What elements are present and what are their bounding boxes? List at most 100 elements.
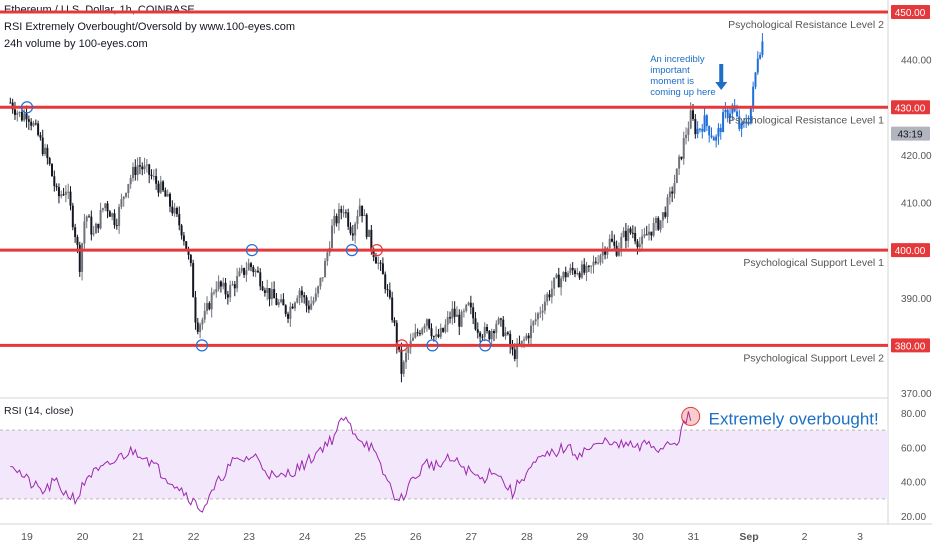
candle-body — [23, 113, 26, 121]
candle — [710, 127, 713, 139]
candle-body — [180, 225, 183, 236]
candle — [446, 311, 449, 333]
candle — [351, 224, 354, 241]
candle — [654, 216, 657, 231]
candle — [511, 339, 514, 356]
candle — [94, 222, 97, 234]
candle-body — [557, 274, 560, 288]
candle — [99, 202, 102, 230]
candle — [175, 206, 178, 218]
candle-body — [136, 165, 139, 175]
candle-body — [349, 226, 352, 234]
candle-body — [259, 272, 262, 287]
candle — [548, 290, 551, 301]
candle-body — [374, 257, 377, 264]
candle — [178, 206, 181, 231]
candle — [192, 259, 195, 298]
candle — [747, 115, 750, 126]
candle — [333, 209, 336, 234]
candle-body — [18, 111, 21, 113]
candle-body — [298, 290, 301, 299]
candle — [754, 71, 757, 90]
candle-body — [88, 216, 91, 218]
candle-body — [226, 294, 229, 298]
candle-body — [715, 136, 718, 141]
candle — [604, 246, 607, 260]
level-price-tag — [891, 338, 930, 353]
candle — [319, 277, 322, 290]
candle — [761, 33, 764, 58]
candle-body — [761, 41, 764, 56]
candle — [41, 129, 44, 157]
candle-body — [85, 216, 88, 222]
candle — [342, 205, 345, 218]
current-price-tag-text: 43:19 — [897, 130, 922, 141]
level-price-tag — [891, 243, 930, 258]
candle — [282, 293, 285, 306]
candle-body — [599, 255, 602, 263]
candle — [416, 328, 419, 337]
candle — [557, 267, 560, 288]
candle-body — [689, 110, 692, 129]
candle — [92, 225, 95, 237]
candle — [363, 209, 366, 217]
candle — [157, 180, 160, 197]
candle — [298, 287, 301, 306]
date-tick-label: 31 — [688, 531, 700, 543]
candle-body — [631, 232, 634, 234]
candle — [330, 219, 333, 249]
candle-body — [381, 263, 384, 275]
candle — [488, 330, 491, 341]
candle-body — [416, 332, 419, 334]
candle-body — [747, 123, 750, 125]
candle-body — [319, 277, 322, 287]
candle-body — [291, 306, 294, 309]
candle-body — [467, 302, 470, 305]
candle — [504, 327, 507, 340]
candle — [525, 333, 528, 341]
candle-body — [159, 181, 162, 193]
candle — [611, 230, 614, 243]
candle — [335, 213, 338, 227]
candle-body — [162, 181, 165, 191]
level-touch-marker — [20, 101, 34, 114]
candle-body — [30, 121, 33, 126]
candle — [694, 114, 697, 139]
candle-body — [372, 249, 375, 258]
candle — [150, 169, 153, 180]
candle-body — [504, 332, 507, 337]
candle-body — [511, 346, 514, 350]
candle-body — [506, 332, 509, 334]
candle — [712, 135, 715, 141]
candle-body — [430, 328, 433, 337]
candle — [458, 309, 461, 336]
candle-body — [71, 205, 74, 228]
candle — [83, 213, 86, 249]
candle-body — [293, 302, 296, 309]
candle — [155, 168, 158, 190]
candle-body — [212, 292, 215, 294]
candle-body — [92, 233, 95, 235]
candle-body — [520, 340, 523, 345]
candle-body — [356, 215, 359, 224]
candle-body — [597, 262, 600, 264]
candle — [613, 234, 616, 251]
candle-body — [201, 319, 204, 325]
candle-body — [583, 264, 586, 273]
candle-body — [219, 281, 222, 287]
candle-body — [539, 312, 542, 314]
candle — [78, 241, 81, 277]
candle-body — [118, 206, 121, 226]
candle — [108, 209, 111, 217]
candle — [381, 257, 384, 275]
candle-body — [74, 227, 77, 238]
rsi-tick-label: 20.00 — [901, 512, 926, 523]
candle-body — [437, 334, 440, 337]
candle-body — [705, 115, 708, 127]
candle-body — [562, 272, 565, 279]
candle-body — [41, 137, 44, 155]
candle-body — [238, 271, 241, 277]
candle — [106, 200, 109, 219]
level-touch-marker — [426, 339, 439, 352]
